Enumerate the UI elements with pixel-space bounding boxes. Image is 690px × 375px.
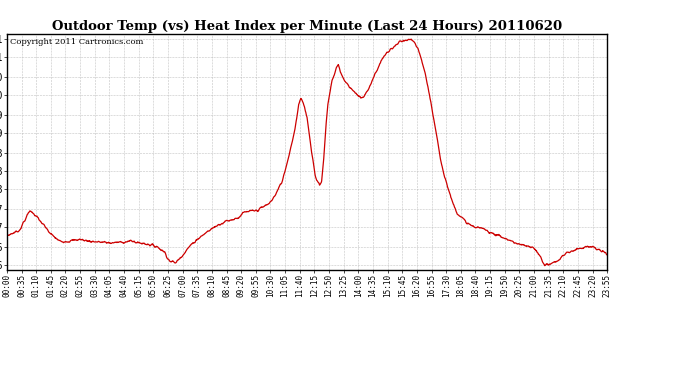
Title: Outdoor Temp (vs) Heat Index per Minute (Last 24 Hours) 20110620: Outdoor Temp (vs) Heat Index per Minute … xyxy=(52,20,562,33)
Text: Copyright 2011 Cartronics.com: Copyright 2011 Cartronics.com xyxy=(10,39,144,46)
